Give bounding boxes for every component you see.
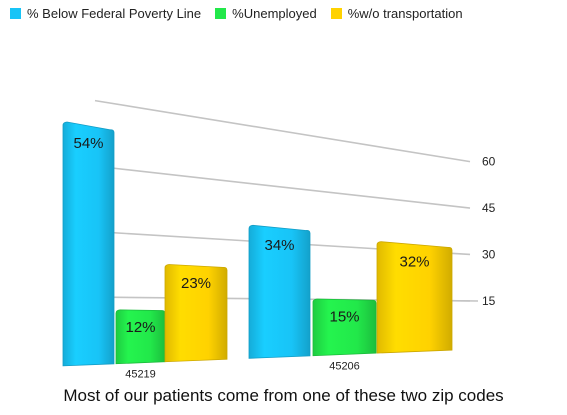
data-label-45206-series-1: 34% [264, 237, 294, 254]
bar-45219-series-2 [115, 309, 166, 365]
y-tick-label-60: 60 [482, 155, 496, 169]
legend-item-poverty: % Below Federal Poverty Line [10, 6, 201, 21]
data-label-45219-series-1: 54% [73, 135, 103, 152]
legend-swatch-unemployed [215, 8, 227, 19]
legend-swatch-transportation [330, 8, 342, 19]
legend-label-transportation: %w/o transportation [347, 6, 463, 21]
data-label-45206-series-2: 15% [329, 309, 359, 326]
legend-item-unemployed: %Unemployed [215, 6, 317, 21]
bar-45206-series-2 [312, 298, 377, 357]
bar-45219-series-3 [164, 264, 228, 363]
chart-legend: % Below Federal Poverty Line %Unemployed… [10, 6, 463, 21]
bar-45206-series-3 [376, 241, 453, 354]
legend-label-unemployed: %Unemployed [232, 6, 317, 21]
y-tick-label-30: 30 [482, 247, 496, 261]
x-tick-label-45206: 45206 [329, 360, 360, 372]
gridline-60 [94, 99, 471, 163]
legend-swatch-poverty [10, 8, 21, 19]
legend-label-poverty: % Below Federal Poverty Line [27, 6, 202, 21]
data-label-45219-series-2: 12% [125, 319, 155, 336]
bar-45206-series-1 [248, 224, 311, 359]
chart-caption: Most of our patients come from one of th… [63, 386, 504, 405]
legend-item-transportation: %w/o transportation [330, 6, 463, 21]
y-tick-label-15: 15 [482, 294, 496, 308]
data-label-45206-series-3: 32% [399, 254, 429, 271]
y-tick-label-45: 45 [482, 201, 496, 215]
x-tick-label-45219: 45219 [125, 369, 156, 381]
gridline-45 [94, 165, 471, 209]
bar-45219-series-1 [62, 121, 115, 367]
data-label-45219-series-3: 23% [181, 275, 211, 292]
